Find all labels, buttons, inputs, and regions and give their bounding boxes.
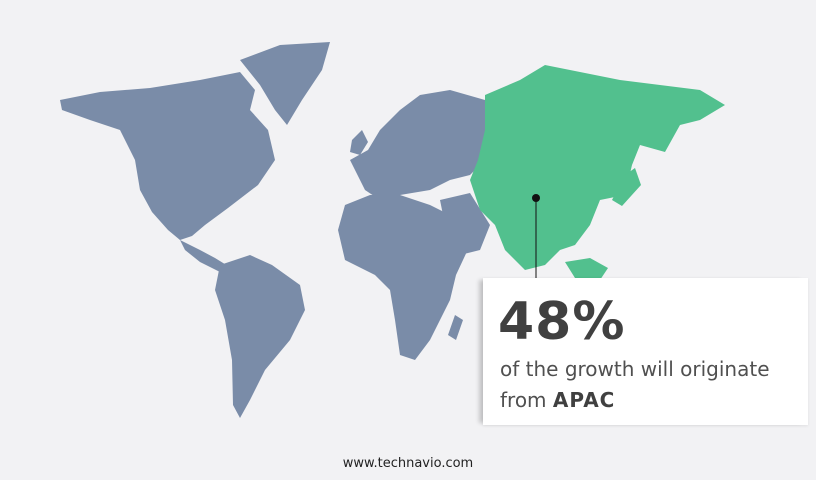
callout-description: of the growth will originate from APAC — [500, 354, 800, 416]
region-name: APAC — [552, 388, 616, 412]
uk — [350, 130, 368, 155]
japan — [612, 168, 641, 206]
callout-dot — [532, 194, 540, 202]
south-america — [215, 255, 305, 418]
southeast-asia-islands — [565, 258, 608, 280]
description-text: of the growth will originate — [500, 357, 770, 381]
north-america — [60, 72, 275, 240]
from-label: from — [500, 388, 547, 412]
apac-region — [470, 65, 725, 270]
website-footer: www.technavio.com — [342, 456, 474, 471]
africa — [338, 195, 470, 360]
middle-east — [440, 193, 490, 255]
madagascar — [448, 315, 463, 340]
europe — [350, 90, 485, 200]
growth-percentage: 48% — [498, 292, 626, 352]
central-america — [180, 240, 228, 272]
callout-card: 48% of the growth will originate from AP… — [483, 278, 808, 425]
greenland — [240, 42, 330, 125]
